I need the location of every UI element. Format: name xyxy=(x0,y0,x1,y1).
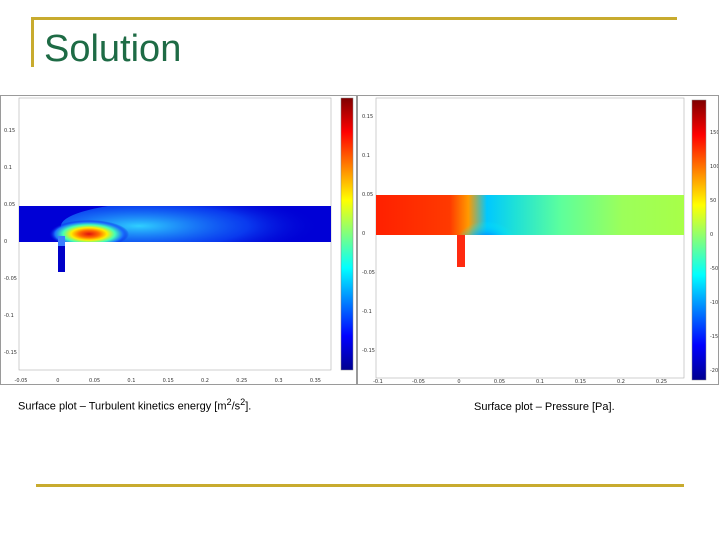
tke-x-tick-label-1: 0 xyxy=(56,378,59,384)
pressure-y-tick-label-6: -0.15 xyxy=(362,348,375,354)
tke-x-tick-label-0: -0.05 xyxy=(15,378,28,384)
tke-caption-text: Surface plot – Turbulent kinetics energy… xyxy=(18,400,227,413)
tke-y-tick-label-0: 0.15 xyxy=(4,128,15,134)
tke-y-tick-label-3: 0 xyxy=(4,239,7,245)
tke-caption-mid: /s xyxy=(231,400,241,413)
tke-caption-end: ]. xyxy=(245,400,252,413)
pressure-x-tick-label-3: 0.05 xyxy=(494,379,505,385)
slide-title: Solution xyxy=(44,28,182,70)
pressure-y-tick-label-5: -0.1 xyxy=(362,309,372,315)
pressure-x-tick-label-2: 0 xyxy=(457,379,460,385)
pressure-low-zone xyxy=(456,208,516,235)
pressure-main-channel xyxy=(376,195,684,235)
tke-y-tick-label-6: -0.15 xyxy=(4,350,17,356)
tke-x-tick-label-2: 0.05 xyxy=(89,378,100,384)
title-accent-top-rule xyxy=(31,17,677,20)
pressure-x-tick-label-5: 0.15 xyxy=(575,379,586,385)
tke-y-tick-label-4: -0.05 xyxy=(4,276,17,282)
pressure-y-tick-label-1: 0.1 xyxy=(362,153,370,159)
pressure-x-tick-label-7: 0.25 xyxy=(656,379,667,385)
pressure-colorbar xyxy=(691,99,707,381)
tke-x-tick-label-8: 0.35 xyxy=(310,378,321,384)
pressure-plot-caption: Surface plot – Pressure [Pa]. xyxy=(474,401,615,413)
pressure-y-tick-label-4: -0.05 xyxy=(362,270,375,276)
pressure-colorbar-tick-label-0: 150 xyxy=(710,130,719,136)
pressure-y-tick-label-2: 0.05 xyxy=(362,192,373,198)
pressure-surface-plot: 0.15 0.1 0.05 0 -0.05 -0.1 -0.15 -0.1 -0.05 0 0.0… xyxy=(357,95,719,385)
pressure-colorbar-tick-label-3: 0 xyxy=(710,232,713,238)
tke-caption-superscript-2: 2 xyxy=(240,397,246,407)
pressure-y-tick-label-0: 0.15 xyxy=(362,114,373,120)
tke-hot-spot xyxy=(49,220,129,242)
pressure-x-tick-label-0: -0.1 xyxy=(373,379,383,385)
pressure-colorbar-tick-label-5: -100 xyxy=(710,300,719,306)
pressure-colorbar-tick-label-2: 50 xyxy=(710,198,716,204)
tke-x-tick-label-7: 0.3 xyxy=(275,378,283,384)
tke-x-tick-label-3: 0.1 xyxy=(127,378,135,384)
pressure-colorbar-tick-label-1: 100 xyxy=(710,164,719,170)
footer-accent-rule xyxy=(36,484,684,487)
tke-inlet-pipe xyxy=(58,242,65,272)
tke-x-tick-label-6: 0.25 xyxy=(236,378,247,384)
tke-y-tick-label-1: 0.1 xyxy=(4,165,12,171)
tke-inlet-mouth xyxy=(58,236,65,246)
tke-plot-caption: Surface plot – Turbulent kinetics energy… xyxy=(18,397,251,413)
tke-x-tick-label-4: 0.15 xyxy=(163,378,174,384)
pressure-x-tick-label-1: -0.05 xyxy=(412,379,425,385)
tke-surface-plot: 0.15 0.1 0.05 0 -0.05 -0.1 -0.15 -0.05 0 0.05 0.1… xyxy=(0,95,357,385)
pressure-colorbar-tick-label-7: -200 xyxy=(710,368,719,374)
tke-y-tick-label-2: 0.05 xyxy=(4,202,15,208)
pressure-colorbar-tick-label-6: -150 xyxy=(710,334,719,340)
pressure-colorbar-tick-label-4: -50 xyxy=(710,266,718,272)
pressure-inlet-pipe xyxy=(457,235,465,267)
title-accent-vertical-rule xyxy=(31,17,34,67)
pressure-x-tick-label-4: 0.1 xyxy=(536,379,544,385)
tke-colorbar xyxy=(340,97,354,371)
tke-y-tick-label-5: -0.1 xyxy=(4,313,14,319)
pressure-y-tick-label-3: 0 xyxy=(362,231,365,237)
pressure-x-tick-label-6: 0.2 xyxy=(617,379,625,385)
pressure-axes-frame xyxy=(375,97,685,379)
tke-caption-superscript-1: 2 xyxy=(226,397,232,407)
tke-x-tick-label-5: 0.2 xyxy=(201,378,209,384)
